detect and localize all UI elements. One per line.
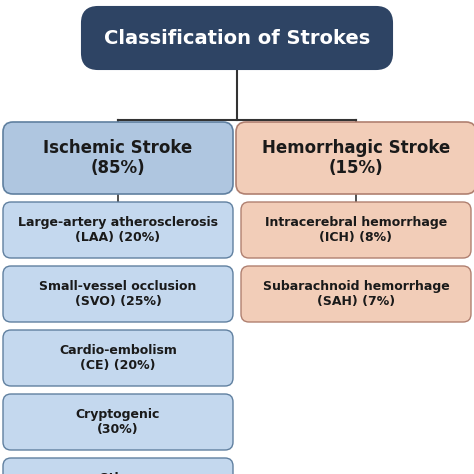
Text: Other
(5%): Other (5%) [98, 472, 138, 474]
FancyBboxPatch shape [241, 266, 471, 322]
Text: Subarachnoid hemorrhage
(SAH) (7%): Subarachnoid hemorrhage (SAH) (7%) [263, 280, 449, 308]
FancyBboxPatch shape [3, 266, 233, 322]
FancyBboxPatch shape [241, 202, 471, 258]
FancyBboxPatch shape [236, 122, 474, 194]
FancyBboxPatch shape [3, 394, 233, 450]
Text: Intracerebral hemorrhage
(ICH) (8%): Intracerebral hemorrhage (ICH) (8%) [265, 216, 447, 244]
Text: Cryptogenic
(30%): Cryptogenic (30%) [76, 408, 160, 436]
FancyBboxPatch shape [3, 202, 233, 258]
Text: Hemorrhagic Stroke
(15%): Hemorrhagic Stroke (15%) [262, 138, 450, 177]
FancyBboxPatch shape [82, 7, 392, 69]
Text: Large-artery atherosclerosis
(LAA) (20%): Large-artery atherosclerosis (LAA) (20%) [18, 216, 218, 244]
FancyBboxPatch shape [3, 330, 233, 386]
Text: Cardio-embolism
(CE) (20%): Cardio-embolism (CE) (20%) [59, 344, 177, 372]
Text: Ischemic Stroke
(85%): Ischemic Stroke (85%) [44, 138, 192, 177]
FancyBboxPatch shape [3, 458, 233, 474]
Text: Small-vessel occlusion
(SVO) (25%): Small-vessel occlusion (SVO) (25%) [39, 280, 197, 308]
FancyBboxPatch shape [3, 122, 233, 194]
Text: Classification of Strokes: Classification of Strokes [104, 28, 370, 47]
